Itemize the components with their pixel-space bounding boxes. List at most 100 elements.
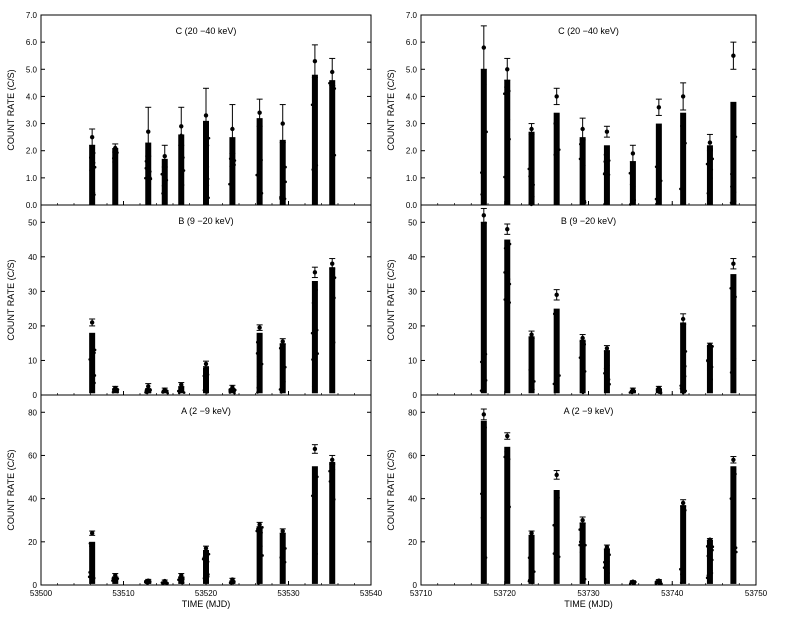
data-point	[733, 356, 737, 360]
data-point	[314, 351, 318, 355]
data-point	[284, 180, 287, 184]
data-point	[206, 165, 210, 169]
peak-point	[179, 124, 184, 129]
data-point	[581, 347, 584, 351]
data-point	[682, 168, 686, 172]
data-point	[314, 566, 318, 570]
data-point	[604, 352, 608, 355]
data-point	[660, 582, 663, 586]
data-point	[89, 550, 93, 554]
peak-point	[280, 528, 285, 534]
data-point	[710, 571, 714, 575]
peak-point	[731, 457, 736, 462]
data-point	[710, 168, 714, 171]
data-point	[710, 147, 713, 151]
peak-point	[554, 472, 559, 478]
data-point	[507, 118, 511, 121]
data-point	[533, 570, 536, 573]
data-point	[680, 161, 684, 165]
data-point	[607, 173, 611, 176]
data-point	[257, 350, 261, 354]
data-point	[527, 556, 531, 559]
peak-point	[707, 342, 713, 348]
peak-point	[580, 518, 585, 523]
data-point	[679, 384, 682, 387]
data-point	[530, 356, 534, 360]
panel-frame-c1-p2	[420, 394, 757, 586]
data-point	[656, 135, 660, 138]
data-point	[731, 298, 734, 302]
data-point	[557, 555, 561, 559]
data-band	[680, 322, 687, 394]
data-point	[164, 175, 168, 178]
data-point	[706, 368, 710, 372]
data-cluster	[87, 530, 96, 584]
peak-point	[554, 94, 559, 99]
data-point	[255, 352, 259, 355]
data-point	[552, 382, 556, 386]
data-point	[578, 157, 582, 161]
data-point	[504, 450, 507, 454]
data-band	[112, 576, 119, 584]
data-point	[205, 552, 208, 556]
data-point	[202, 374, 206, 378]
peak-point	[146, 384, 151, 389]
data-point	[603, 160, 607, 163]
data-point	[581, 391, 585, 395]
data-point	[257, 172, 261, 176]
data-point	[331, 288, 334, 291]
data-point	[112, 160, 115, 164]
data-point	[557, 148, 561, 151]
data-point	[552, 523, 556, 527]
data-point	[681, 391, 685, 395]
data-band	[279, 139, 286, 205]
data-point	[607, 364, 610, 367]
data-point	[528, 201, 532, 205]
data-point	[113, 182, 117, 185]
data-cluster	[143, 578, 152, 586]
data-point	[654, 165, 658, 169]
data-cluster	[278, 338, 287, 394]
data-point	[654, 197, 658, 201]
data-cluster	[628, 144, 636, 206]
data-point	[578, 528, 581, 531]
data-band	[329, 267, 336, 394]
data-point	[257, 385, 260, 389]
data-point	[730, 185, 733, 188]
data-point	[279, 556, 283, 559]
data-cluster	[602, 125, 611, 206]
data-point	[709, 190, 713, 193]
data-point	[681, 567, 685, 571]
data-point	[315, 328, 319, 332]
data-point	[90, 542, 93, 545]
data-point	[177, 578, 180, 582]
data-point	[630, 196, 633, 199]
data-cluster	[88, 318, 97, 394]
data-point	[733, 467, 737, 471]
data-point	[530, 581, 534, 585]
data-band	[730, 101, 737, 205]
data-cluster	[328, 57, 337, 205]
peak-point	[312, 446, 318, 452]
y-tick-label: 20	[408, 538, 417, 547]
peak-point	[203, 546, 209, 551]
y-tick-label: 20	[28, 538, 37, 547]
data-point	[207, 552, 211, 556]
peak-point	[680, 500, 686, 506]
data-point	[603, 171, 606, 175]
data-point	[657, 191, 660, 195]
peak-point	[203, 361, 209, 367]
y-tick-label: 0	[413, 581, 418, 590]
data-point	[485, 130, 488, 134]
data-point	[482, 345, 486, 348]
data-point	[558, 374, 561, 377]
data-point	[528, 163, 532, 167]
data-point	[313, 108, 317, 112]
data-point	[179, 577, 183, 581]
data-cluster	[480, 25, 488, 206]
data-band	[229, 388, 236, 394]
peak-point	[113, 573, 118, 578]
data-point	[283, 380, 286, 384]
data-point	[711, 157, 714, 161]
data-point	[484, 379, 488, 382]
